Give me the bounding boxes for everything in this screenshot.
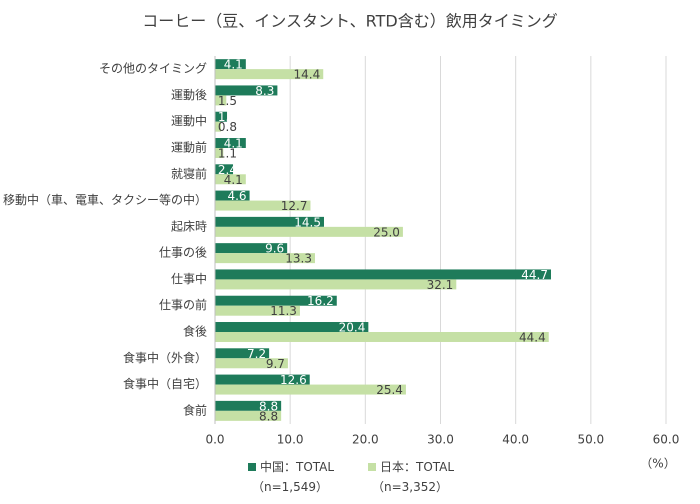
legend-label: 中国：TOTAL （n=1,549） <box>252 459 334 494</box>
value-label: 8.8 <box>259 409 278 423</box>
bar <box>215 295 337 306</box>
x-tick-label: 50.0 <box>577 433 604 447</box>
bar <box>215 95 227 106</box>
bar <box>215 216 324 227</box>
y-tick-label: 食前 <box>183 402 207 417</box>
x-tick-label: 30.0 <box>427 433 454 447</box>
value-label: 9.7 <box>266 357 285 371</box>
y-tick-label: その他のタイミング <box>99 62 207 76</box>
legend-swatch <box>368 463 376 471</box>
x-tick-label: 20.0 <box>352 433 379 447</box>
bar <box>215 322 369 332</box>
bar <box>215 410 282 421</box>
bar <box>215 269 551 280</box>
bar <box>215 164 234 175</box>
y-tick-label: 運動中 <box>171 113 207 128</box>
bar <box>215 305 300 316</box>
value-label: 0.8 <box>218 120 237 134</box>
value-label: 25.4 <box>376 383 403 397</box>
y-tick-label: 食事中（外食） <box>123 350 207 365</box>
bar <box>215 384 406 395</box>
value-label: 32.1 <box>427 278 454 292</box>
y-tick-label: 仕事中 <box>171 271 207 286</box>
legend-swatch <box>248 463 256 471</box>
value-label: 14.5 <box>294 215 321 229</box>
bar <box>215 111 228 122</box>
y-tick-label: 仕事の後 <box>159 246 207 260</box>
x-tick-label: 0.0 <box>205 433 224 447</box>
bar <box>215 174 246 185</box>
y-tick-label: 就寝前 <box>171 166 207 181</box>
x-tick-label: 40.0 <box>502 433 529 447</box>
y-tick-label: 食事中（自宅） <box>123 376 207 391</box>
value-label: 1.5 <box>218 94 237 108</box>
value-label: 11.3 <box>270 304 297 318</box>
bar <box>215 332 549 342</box>
value-label: 4.1 <box>224 173 243 187</box>
value-label: 13.3 <box>285 252 312 266</box>
bar <box>215 279 457 290</box>
value-label: 9.6 <box>265 242 284 256</box>
value-label: 20.4 <box>339 321 366 335</box>
value-label: 8.3 <box>255 84 274 98</box>
value-label: 12.6 <box>280 373 307 387</box>
y-tick-label: 運動後 <box>171 88 207 102</box>
x-tick-label: 60.0 <box>653 433 680 447</box>
bar <box>215 400 282 411</box>
value-label: 4.1 <box>224 137 243 151</box>
chart-title: コーヒー（豆、インスタント、RTD含む）飲用タイミング <box>142 12 557 31</box>
bar <box>215 59 246 70</box>
value-label: 4.1 <box>224 58 243 72</box>
value-label: 1.1 <box>218 146 237 160</box>
bar <box>215 138 246 148</box>
bar <box>215 69 324 80</box>
value-label: 8.8 <box>259 399 278 413</box>
bar <box>215 190 250 201</box>
y-tick-label: 運動前 <box>171 140 207 155</box>
value-label: 2.4 <box>218 163 237 177</box>
value-label: 1.6 <box>218 110 237 124</box>
value-label: 44.4 <box>519 330 546 344</box>
x-axis-unit: （%） <box>640 457 675 471</box>
bar <box>215 358 288 369</box>
y-tick-label: 食後 <box>183 324 207 339</box>
bar <box>215 226 403 237</box>
bar <box>215 243 288 254</box>
y-tick-label: 仕事の前 <box>159 297 207 312</box>
value-label: 16.2 <box>307 294 334 308</box>
y-tick-label: 起床時 <box>171 219 207 233</box>
bar <box>215 374 310 385</box>
bar <box>215 85 278 96</box>
value-label: 25.0 <box>373 225 400 239</box>
value-label: 44.7 <box>521 268 548 282</box>
x-tick-label: 10.0 <box>277 433 304 447</box>
bar <box>215 121 222 132</box>
bar <box>215 200 311 211</box>
value-label: 12.7 <box>281 199 308 213</box>
legend-label: 日本：TOTAL （n=3,352） <box>372 460 454 494</box>
value-label: 14.4 <box>294 68 321 82</box>
bar <box>215 148 224 158</box>
value-label: 4.6 <box>227 189 246 203</box>
value-label: 7.2 <box>247 347 266 361</box>
y-tick-label: 移動中（車、電車、タクシー等の中） <box>3 192 207 207</box>
bar <box>215 253 315 264</box>
bar <box>215 348 270 359</box>
